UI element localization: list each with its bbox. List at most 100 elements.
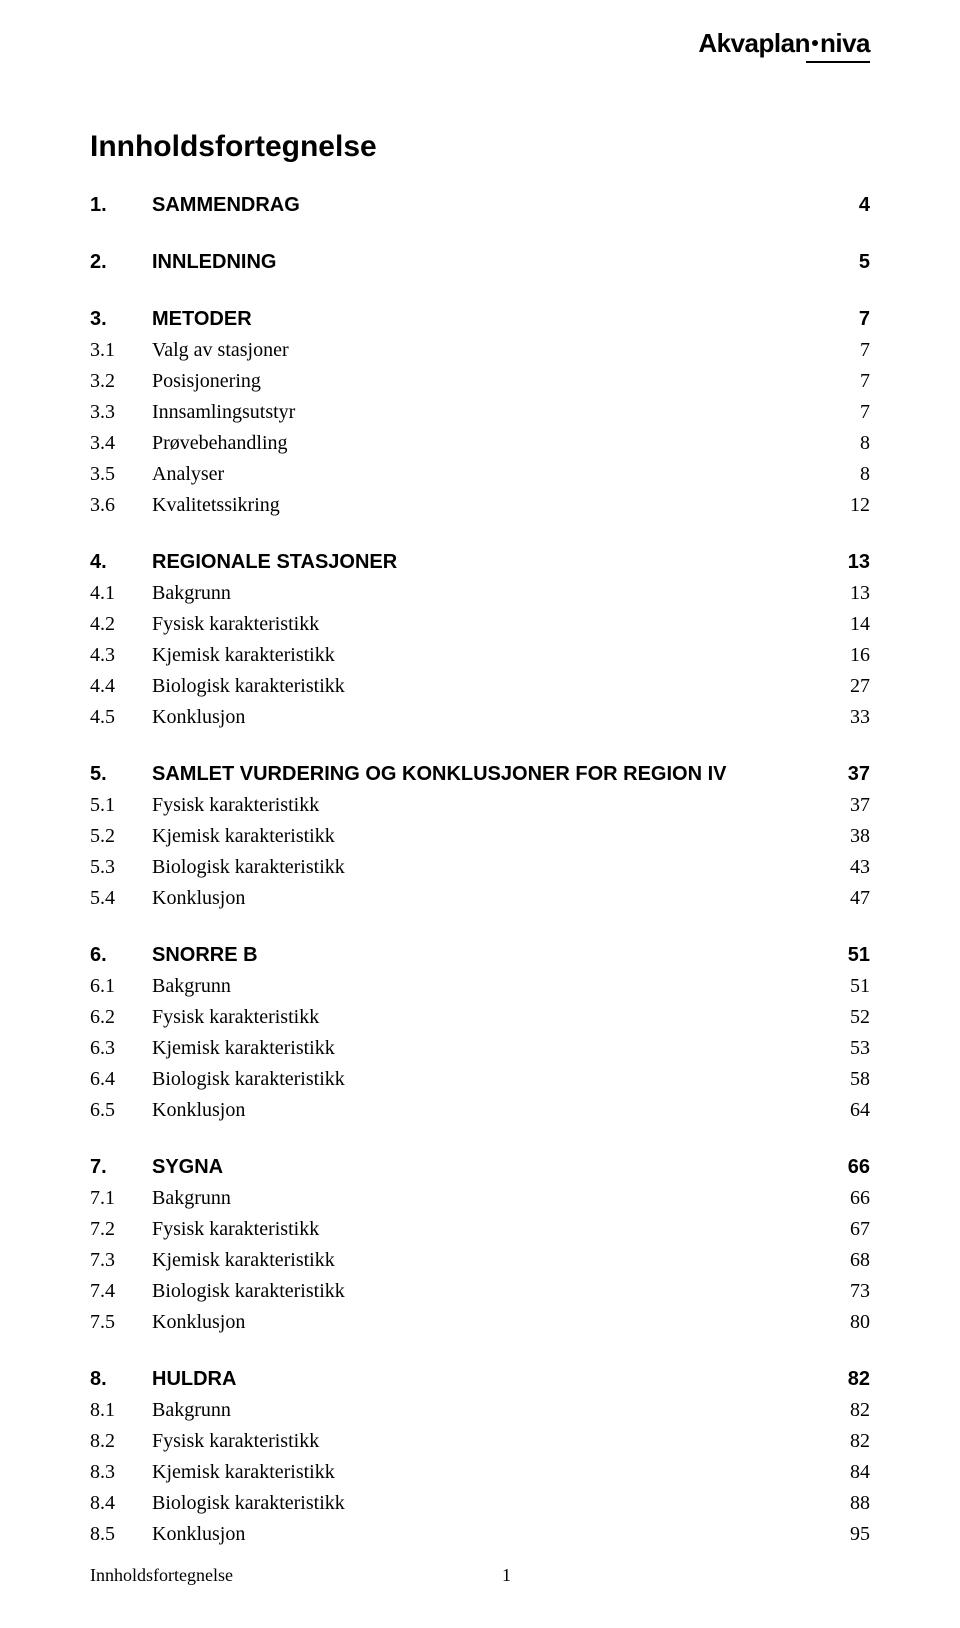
toc-sub-num: 6.1: [90, 971, 152, 1002]
toc-sub-page: 7: [856, 335, 870, 366]
toc-sub-row[interactable]: 4.2Fysisk karakteristikk14: [90, 609, 870, 640]
toc-sub-label: Kjemisk karakteristikk: [152, 821, 335, 852]
toc-sub-row[interactable]: 7.5Konklusjon80: [90, 1307, 870, 1338]
toc-sub-row[interactable]: 4.5Konklusjon33: [90, 702, 870, 733]
toc-sub-page: 82: [846, 1426, 870, 1457]
toc-heading-row[interactable]: 6.SNORRE B51: [90, 940, 870, 971]
toc-sub-row[interactable]: 7.1Bakgrunn66: [90, 1183, 870, 1214]
toc-sub-page: 66: [846, 1183, 870, 1214]
toc-heading-num: 4.: [90, 547, 152, 578]
toc-heading-row[interactable]: 2.INNLEDNING5: [90, 247, 870, 278]
toc-sub-label: Analyser: [152, 459, 224, 490]
toc-sub-row[interactable]: 6.3Kjemisk karakteristikk53: [90, 1033, 870, 1064]
toc-heading-row[interactable]: 4.REGIONALE STASJONER 13: [90, 547, 870, 578]
toc-heading-page: 4: [855, 190, 870, 221]
toc-sub-label: Biologisk karakteristikk: [152, 852, 345, 883]
toc-sub-row[interactable]: 8.2Fysisk karakteristikk82: [90, 1426, 870, 1457]
logo-underline: [806, 61, 870, 63]
toc-sub-row[interactable]: 7.3Kjemisk karakteristikk 68: [90, 1245, 870, 1276]
toc-heading-num: 5.: [90, 759, 152, 790]
toc-section: 1.SAMMENDRAG4: [90, 190, 870, 221]
toc-sub-page: 38: [846, 821, 870, 852]
toc-sub-row[interactable]: 6.1Bakgrunn51: [90, 971, 870, 1002]
toc-sub-page: 43: [846, 852, 870, 883]
toc-sub-row[interactable]: 3.1Valg av stasjoner7: [90, 335, 870, 366]
toc-sub-num: 5.3: [90, 852, 152, 883]
toc-section: 6.SNORRE B516.1Bakgrunn516.2Fysisk karak…: [90, 940, 870, 1126]
toc-heading-page: 13: [844, 547, 870, 578]
toc-sub-row[interactable]: 5.2Kjemisk karakteristikk 38: [90, 821, 870, 852]
toc-sub-num: 6.5: [90, 1095, 152, 1126]
toc-sub-row[interactable]: 4.1Bakgrunn 13: [90, 578, 870, 609]
toc-sub-row[interactable]: 6.2Fysisk karakteristikk52: [90, 1002, 870, 1033]
toc-section: 8.HULDRA828.1Bakgrunn828.2Fysisk karakte…: [90, 1364, 870, 1550]
toc-sub-row[interactable]: 8.5Konklusjon95: [90, 1519, 870, 1550]
toc-sub-row[interactable]: 5.1Fysisk karakteristikk37: [90, 790, 870, 821]
toc-sub-label: Konklusjon: [152, 1307, 245, 1338]
toc-heading-row[interactable]: 1.SAMMENDRAG4: [90, 190, 870, 221]
toc-sub-row[interactable]: 8.1Bakgrunn82: [90, 1395, 870, 1426]
toc-sub-row[interactable]: 7.2Fysisk karakteristikk67: [90, 1214, 870, 1245]
logo-part2: niva: [820, 28, 870, 58]
toc-sub-label: Konklusjon: [152, 1519, 245, 1550]
toc-sub-row[interactable]: 3.4Prøvebehandling8: [90, 428, 870, 459]
toc-heading-row[interactable]: 8.HULDRA82: [90, 1364, 870, 1395]
logo-dot-icon: [812, 40, 818, 46]
toc-heading-num: 7.: [90, 1152, 152, 1183]
toc-sub-row[interactable]: 5.3Biologisk karakteristikk 43: [90, 852, 870, 883]
toc-sub-label: Bakgrunn: [152, 578, 231, 609]
toc-sub-row[interactable]: 3.6Kvalitetssikring12: [90, 490, 870, 521]
toc-sub-page: 64: [846, 1095, 870, 1126]
toc-sub-label: Fysisk karakteristikk: [152, 1426, 319, 1457]
toc-section: 7.SYGNA667.1Bakgrunn667.2Fysisk karakter…: [90, 1152, 870, 1338]
toc-sub-row[interactable]: 3.3Innsamlingsutstyr7: [90, 397, 870, 428]
toc-sub-label: Valg av stasjoner: [152, 335, 289, 366]
toc-sub-label: Kvalitetssikring: [152, 490, 280, 521]
toc-sub-page: 7: [856, 397, 870, 428]
toc-sub-num: 7.2: [90, 1214, 152, 1245]
toc-section: 4.REGIONALE STASJONER134.1Bakgrunn134.2F…: [90, 547, 870, 733]
toc-sub-label: Posisjonering: [152, 366, 261, 397]
toc-sub-page: 68: [846, 1245, 870, 1276]
toc-sub-page: 47: [846, 883, 870, 914]
toc-heading-row[interactable]: 3.METODER7: [90, 304, 870, 335]
toc-sub-row[interactable]: 7.4Biologisk karakteristikk73: [90, 1276, 870, 1307]
toc-sub-num: 7.3: [90, 1245, 152, 1276]
toc-sub-page: 52: [846, 1002, 870, 1033]
toc-sub-num: 5.2: [90, 821, 152, 852]
toc-sub-row[interactable]: 8.3Kjemisk karakteristikk84: [90, 1457, 870, 1488]
table-of-contents: 1.SAMMENDRAG42.INNLEDNING53.METODER73.1V…: [90, 190, 870, 1550]
brand-logo: Akvaplanniva: [698, 28, 870, 59]
toc-sub-num: 7.4: [90, 1276, 152, 1307]
toc-heading-label: REGIONALE STASJONER: [152, 547, 397, 578]
toc-sub-page: 33: [846, 702, 870, 733]
toc-sub-page: 8: [856, 428, 870, 459]
toc-sub-row[interactable]: 3.5Analyser8: [90, 459, 870, 490]
toc-sub-page: 67: [846, 1214, 870, 1245]
toc-sub-row[interactable]: 5.4Konklusjon47: [90, 883, 870, 914]
toc-sub-label: Kjemisk karakteristikk: [152, 1245, 335, 1276]
toc-sub-page: 53: [846, 1033, 870, 1064]
page-title: Innholdsfortegnelse: [90, 130, 870, 164]
toc-sub-row[interactable]: 6.4Biologisk karakteristikk58: [90, 1064, 870, 1095]
toc-sub-row[interactable]: 6.5Konklusjon64: [90, 1095, 870, 1126]
toc-sub-num: 4.1: [90, 578, 152, 609]
toc-sub-label: Biologisk karakteristikk: [152, 1064, 345, 1095]
toc-sub-row[interactable]: 4.4Biologisk karakteristikk27: [90, 671, 870, 702]
toc-heading-label: INNLEDNING: [152, 247, 276, 278]
toc-sub-row[interactable]: 4.3Kjemisk karakteristikk16: [90, 640, 870, 671]
toc-heading-page: 37: [844, 759, 870, 790]
toc-sub-page: 13: [846, 578, 870, 609]
toc-sub-row[interactable]: 3.2Posisjonering7: [90, 366, 870, 397]
toc-heading-page: 51: [844, 940, 870, 971]
toc-heading-label: SYGNA: [152, 1152, 223, 1183]
toc-sub-num: 5.1: [90, 790, 152, 821]
toc-heading-num: 3.: [90, 304, 152, 335]
toc-heading-row[interactable]: 5.SAMLET VURDERING OG KONKLUSJONER FOR R…: [90, 759, 870, 790]
toc-sub-num: 5.4: [90, 883, 152, 914]
toc-sub-num: 8.1: [90, 1395, 152, 1426]
toc-sub-num: 3.4: [90, 428, 152, 459]
toc-heading-row[interactable]: 7.SYGNA66: [90, 1152, 870, 1183]
toc-heading-label: METODER: [152, 304, 252, 335]
toc-sub-row[interactable]: 8.4Biologisk karakteristikk88: [90, 1488, 870, 1519]
